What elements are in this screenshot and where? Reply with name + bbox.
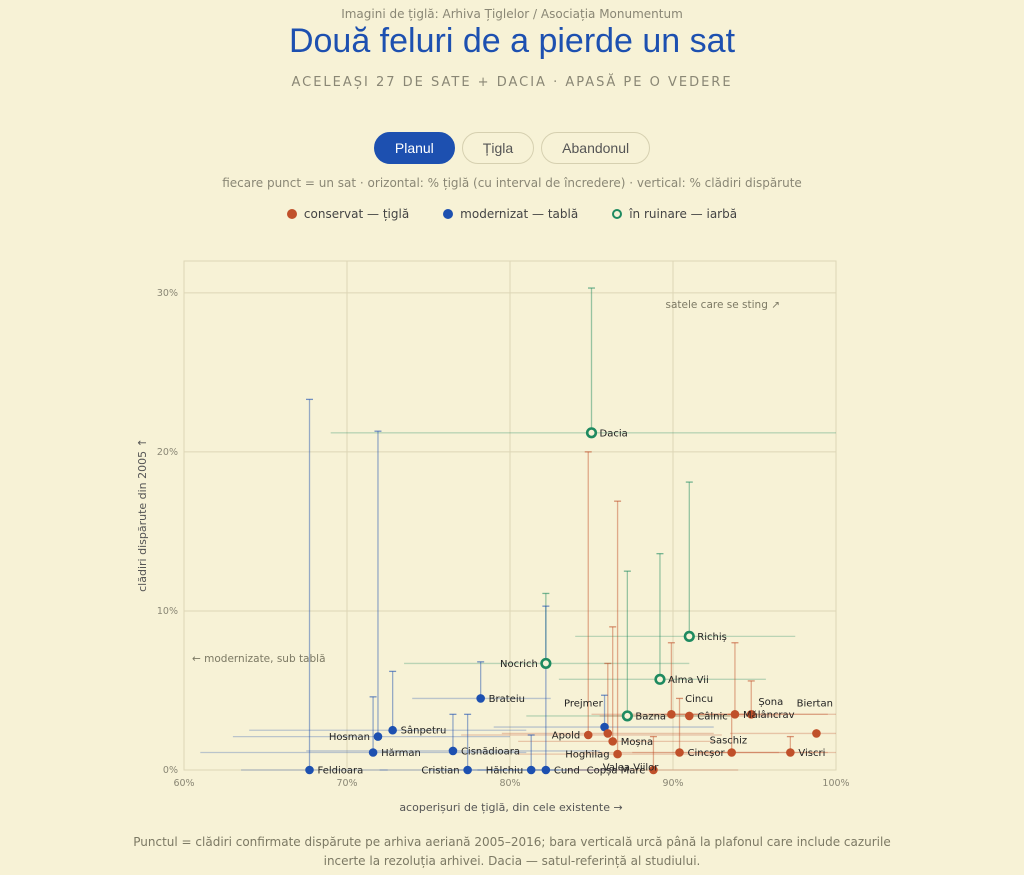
village-label: Câlnic [697, 710, 728, 722]
village-label: Brateiu [489, 694, 525, 705]
village-point[interactable] [526, 765, 536, 775]
village-point[interactable] [667, 710, 676, 719]
legend-label-modernizat: modernizat — tablă [460, 207, 579, 221]
village-point[interactable] [448, 746, 458, 756]
village-point[interactable] [613, 749, 622, 759]
annotation-fading-villages: satele care se sting ↗ [665, 299, 780, 311]
village-label: Prejmer [564, 699, 604, 710]
village-label: Biertan [797, 699, 833, 710]
village-point[interactable] [621, 710, 633, 722]
footnote: Punctul = clădiri confirmate dispărute p… [133, 835, 891, 868]
village-point[interactable] [812, 729, 821, 738]
village-label: Hosman [329, 732, 370, 743]
village-point[interactable] [649, 765, 658, 775]
village-label: Richiș [697, 632, 727, 643]
village-point[interactable] [305, 765, 314, 775]
view-tabs: Planul Țigla Abandonul [0, 132, 1024, 164]
x-tick-label: 80% [499, 778, 520, 789]
village-point[interactable] [675, 748, 684, 757]
legend-swatch-ruinare [612, 209, 623, 219]
village-point[interactable] [600, 722, 609, 732]
x-tick-label: 100% [822, 778, 849, 789]
village-point[interactable] [585, 427, 598, 439]
village-point[interactable] [603, 729, 613, 738]
village-point[interactable] [730, 710, 740, 719]
annotation-modernized: ← modernizate, sub tablă [192, 653, 326, 665]
village-label: Sânpetru [401, 725, 447, 737]
village-label: Viscri [798, 748, 825, 759]
village-point[interactable] [463, 765, 472, 775]
legend-label-ruinare: în ruinare — iarbă [629, 207, 738, 221]
image-source: Imagini de țiglă: Arhiva Țiglelor / Asoc… [341, 7, 683, 21]
legend-swatch-modernizat [443, 209, 454, 219]
village-label: Cund [554, 766, 580, 777]
village-point[interactable] [476, 694, 485, 703]
village-point[interactable] [654, 673, 666, 685]
legend: conservat — țiglă modernizat — tablă în … [0, 207, 1024, 221]
village-point[interactable] [540, 657, 552, 670]
village-label: Cincșor [688, 748, 726, 759]
x-tick-label: 70% [336, 778, 357, 789]
legend-item-modernizat: modernizat — tablă [443, 207, 578, 221]
tab-planul[interactable]: Planul [373, 132, 455, 164]
village-point[interactable] [685, 711, 694, 721]
page-title: Două feluri de a pierde un sat [288, 22, 736, 60]
village-label: Mălâncrav [743, 709, 795, 721]
village-label: Copșa Mare [587, 766, 646, 777]
x-axis-label: acoperișuri de țiglă, din cele existente… [399, 801, 622, 814]
village-label: Moșna [621, 737, 653, 748]
village-point[interactable] [388, 725, 397, 735]
tab-abandonul[interactable]: Abandonul [541, 132, 651, 164]
village-point[interactable] [727, 748, 736, 757]
axis-note: fiecare punct = un sat · orizontal: % ți… [222, 176, 802, 190]
village-point[interactable] [786, 748, 795, 757]
y-axis-label: clădiri dispărute din 2005 ↑ [136, 438, 149, 592]
village-label: Bazna [635, 711, 666, 722]
village-label: Dacia [600, 428, 628, 439]
village-point[interactable] [368, 748, 378, 757]
village-label: Șona [758, 697, 783, 708]
legend-item-ruinare: în ruinare — iarbă [612, 207, 737, 221]
village-point[interactable] [608, 737, 617, 746]
village-label: Hoghilag [565, 750, 609, 761]
y-tick-label: 30% [157, 288, 178, 299]
legend-swatch-conservat [286, 209, 297, 219]
x-tick-label: 60% [173, 778, 194, 789]
village-label: Apold [552, 731, 580, 742]
x-tick-label: 90% [662, 778, 683, 789]
village-label: Feldioara [318, 766, 364, 777]
village-point[interactable] [541, 765, 551, 775]
y-tick-label: 20% [157, 447, 178, 458]
page-subtitle: ACELEAȘI 27 DE SATE + DACIA · APASĂ PE O… [291, 75, 733, 90]
y-tick-label: 10% [157, 606, 178, 617]
tab-tigla[interactable]: Țigla [461, 132, 535, 164]
scatter-chart: 60% 70% 80% 90% 100% 0% 10% 20% 30% Dacia Richiș N… [136, 260, 850, 814]
village-label: Nocrich [500, 659, 538, 670]
village-label: Saschiz [710, 735, 748, 746]
legend-item-conservat: conservat — țiglă [286, 207, 410, 221]
village-point[interactable] [746, 710, 756, 719]
y-tick-label: 0% [163, 765, 178, 776]
village-label: Cisnădioara [461, 746, 520, 757]
village-point[interactable] [373, 732, 383, 741]
village-point[interactable] [683, 630, 695, 642]
village-label: Hărman [381, 748, 421, 759]
village-point[interactable] [583, 730, 593, 740]
village-label: Alma Vii [668, 675, 709, 686]
village-label: Valea Viilor [603, 762, 660, 773]
village-label: Cincu [685, 694, 713, 705]
village-label: Cristian [421, 766, 459, 777]
village-label: Hălchiu [486, 766, 523, 777]
legend-label-conservat: conservat — țiglă [303, 207, 410, 221]
